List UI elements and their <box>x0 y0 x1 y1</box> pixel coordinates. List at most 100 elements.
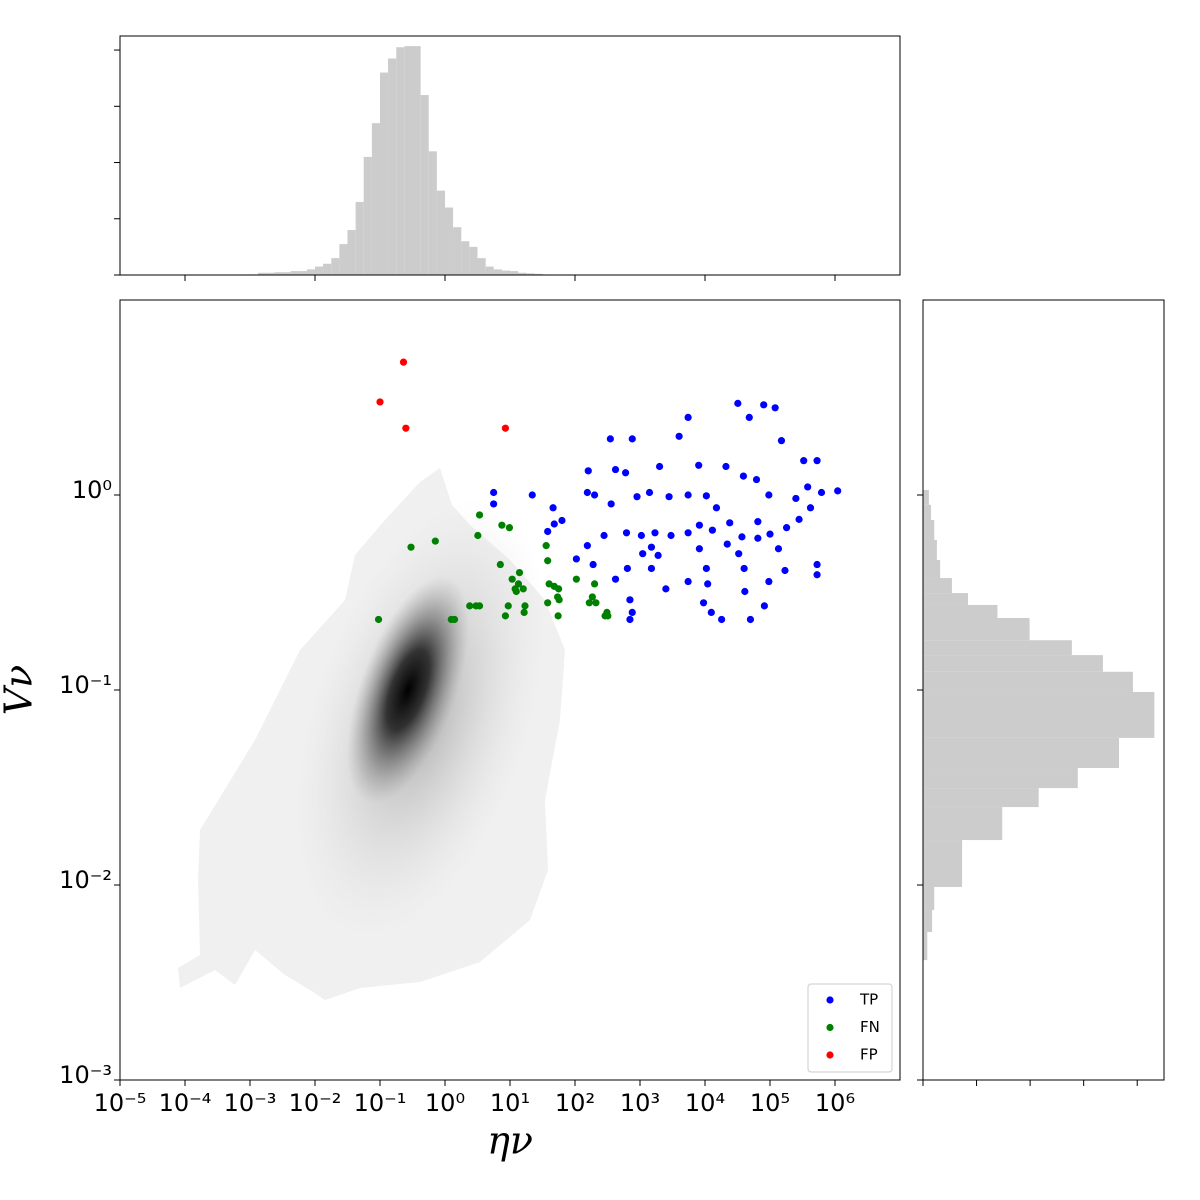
point <box>774 545 783 553</box>
point <box>622 529 631 537</box>
axes: 10⁻⁵ 10⁻⁴ 10⁻³ 10⁻² 10⁻¹ 10⁰ 10¹ 10² 10³ 10⁴ 10⁵ 10… <box>59 299 901 1117</box>
point <box>519 585 527 593</box>
x-tick-label: 10¹ <box>490 1089 530 1117</box>
legend-label: FP <box>860 1046 878 1064</box>
bar <box>371 123 380 275</box>
bar <box>290 271 299 275</box>
y-axis-label: Vν <box>0 665 41 716</box>
point <box>600 531 608 540</box>
bar <box>923 578 952 594</box>
point <box>496 560 504 569</box>
point <box>708 526 717 534</box>
point <box>558 516 566 525</box>
point <box>738 533 746 541</box>
bar <box>298 271 307 275</box>
point <box>521 602 529 610</box>
point <box>544 557 552 565</box>
bar <box>526 273 535 275</box>
point <box>651 529 659 537</box>
point <box>611 575 620 583</box>
bar <box>923 768 1078 789</box>
point <box>549 504 557 512</box>
point <box>555 585 563 593</box>
series-points <box>374 511 612 624</box>
point <box>490 488 498 497</box>
bar <box>388 58 397 276</box>
point <box>800 457 808 465</box>
bar <box>282 272 291 275</box>
point <box>554 612 562 620</box>
point <box>704 580 712 588</box>
y-tick-label: 10⁻³ <box>59 1061 112 1089</box>
point <box>498 521 506 529</box>
x-tick-label: 10⁻³ <box>224 1089 277 1117</box>
series-points <box>376 358 510 432</box>
bar <box>323 263 332 275</box>
bar <box>445 207 454 275</box>
y-tick-label: 10⁻¹ <box>59 671 112 699</box>
point <box>740 564 748 573</box>
point <box>655 462 664 471</box>
point <box>450 615 459 624</box>
point <box>572 575 580 583</box>
y-tick-label: 10⁻² <box>59 866 112 894</box>
point <box>813 457 821 465</box>
bar <box>380 72 389 275</box>
bar <box>331 258 340 275</box>
point <box>555 596 563 604</box>
point <box>592 599 600 607</box>
x-tick-label: 10⁻⁴ <box>159 1089 212 1117</box>
point <box>504 602 512 610</box>
point <box>746 615 755 624</box>
legend-marker <box>826 1051 834 1059</box>
point <box>781 566 789 575</box>
point <box>528 491 536 499</box>
point <box>590 491 599 499</box>
point <box>621 469 630 477</box>
bar <box>436 190 445 275</box>
bar <box>485 266 494 275</box>
bar <box>510 271 519 275</box>
point <box>662 585 670 593</box>
x-tick-label: 10⁶ <box>815 1089 855 1117</box>
x-tick-label: 10⁵ <box>750 1089 790 1117</box>
point <box>583 542 591 550</box>
point <box>735 550 743 558</box>
point <box>675 432 683 440</box>
point <box>583 488 591 497</box>
bar <box>923 886 935 910</box>
point <box>590 580 599 588</box>
point <box>628 435 636 443</box>
legend-marker <box>826 996 834 1004</box>
bar <box>363 156 372 275</box>
point <box>734 399 742 407</box>
bar <box>339 244 348 275</box>
point <box>695 521 703 529</box>
point <box>501 612 510 620</box>
bar <box>923 737 1120 769</box>
bar <box>923 604 998 619</box>
point <box>754 518 762 526</box>
point <box>834 487 842 495</box>
point <box>765 491 773 499</box>
bar <box>923 519 935 540</box>
point <box>628 608 636 617</box>
point <box>550 520 558 528</box>
point <box>474 531 482 540</box>
point <box>572 555 580 563</box>
histogram-bars <box>923 490 1155 961</box>
bar <box>518 272 527 275</box>
bar <box>404 46 413 276</box>
point <box>514 580 523 588</box>
histogram-bars <box>209 46 551 276</box>
point <box>707 608 715 617</box>
point <box>760 401 768 409</box>
point <box>520 608 528 617</box>
bar <box>347 230 356 275</box>
point <box>684 413 692 422</box>
point <box>712 504 721 512</box>
point <box>813 560 821 569</box>
point <box>645 488 654 497</box>
legend-marker <box>826 1023 834 1032</box>
point <box>588 593 596 601</box>
